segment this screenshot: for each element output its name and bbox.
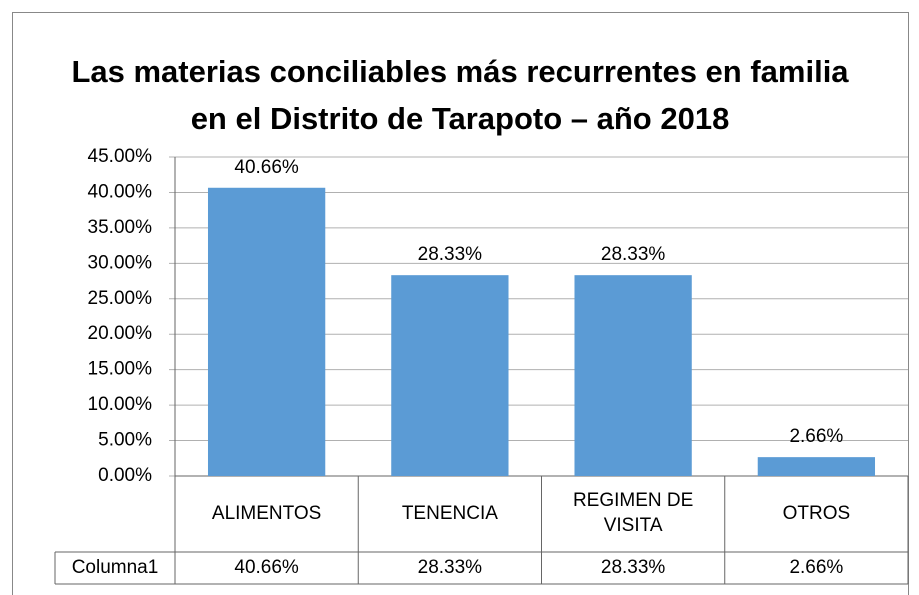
bar [574,275,692,476]
y-tick-label: 15.00% [88,359,153,380]
table-value: 2.66% [789,556,844,578]
x-tick-label: ALIMENTOS [211,502,322,524]
data-label: 28.33% [601,244,666,265]
table-value: 40.66% [234,556,299,578]
y-tick-label: 40.00% [88,181,153,202]
table-value: 28.33% [417,556,483,578]
y-tick-label: 5.00% [98,430,152,451]
bar [757,457,876,476]
x-tick-label: TENENCIA [401,502,498,524]
data-label: 28.33% [418,244,483,265]
y-tick-label: 0.00% [98,465,152,486]
data-label: 2.66% [789,426,843,447]
y-tick-label: 35.00% [88,217,153,238]
y-tick-label: 45.00% [88,146,153,167]
y-tick-label: 30.00% [88,252,153,273]
y-tick-label: 10.00% [88,394,153,415]
data-label: 40.66% [234,157,299,178]
y-tick-label: 20.00% [88,323,153,344]
x-tick-label: REGIMEN DE VISITA [572,490,694,536]
table-row-label: Columna1 [71,556,159,578]
bar [391,275,509,476]
bar [207,187,326,476]
x-tick-label: OTROS [782,502,851,524]
y-tick-label: 25.00% [88,288,153,309]
chart-title: Las materias conciliables más recurrente… [71,54,849,136]
chart-frame [12,12,909,595]
table-value: 28.33% [600,556,666,578]
